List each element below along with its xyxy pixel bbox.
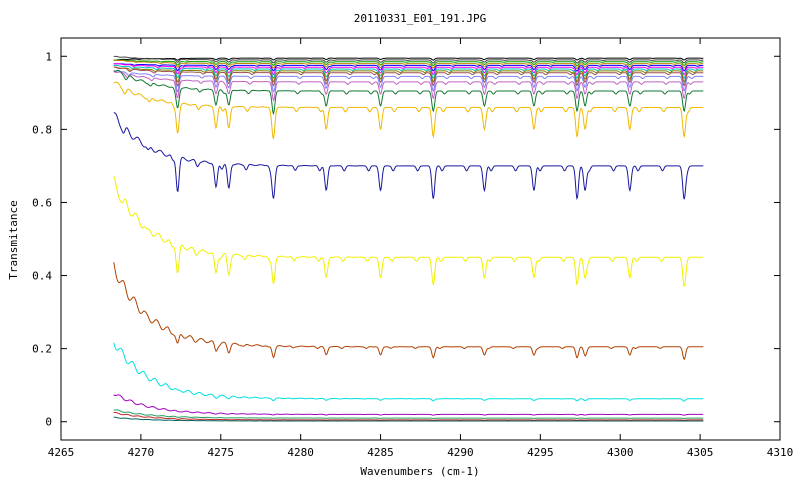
series-line bbox=[113, 416, 704, 422]
x-tick-label: 4300 bbox=[607, 446, 634, 459]
y-tick-label: 0.4 bbox=[32, 270, 52, 283]
series-line bbox=[113, 394, 704, 416]
series-line bbox=[113, 63, 704, 76]
series-line bbox=[113, 342, 704, 402]
x-tick-label: 4305 bbox=[687, 446, 714, 459]
series-line bbox=[113, 64, 704, 79]
series-line bbox=[113, 70, 704, 93]
series-layer bbox=[113, 55, 704, 422]
x-tick-label: 4265 bbox=[48, 446, 75, 459]
series-line bbox=[113, 63, 704, 72]
series-line bbox=[113, 59, 704, 67]
x-tick-label: 4275 bbox=[208, 446, 235, 459]
series-line bbox=[113, 112, 704, 201]
x-tick-label: 4295 bbox=[527, 446, 554, 459]
x-tick-label: 4310 bbox=[767, 446, 794, 459]
series-line bbox=[113, 81, 704, 140]
plot-border bbox=[60, 37, 781, 441]
y-tick-label: 0.6 bbox=[32, 196, 52, 209]
y-axis-label: Transmitance bbox=[7, 200, 20, 279]
series-line bbox=[113, 69, 704, 116]
x-tick-label: 4285 bbox=[367, 446, 394, 459]
y-tick-label: 0 bbox=[45, 416, 52, 429]
series-line bbox=[113, 409, 704, 419]
series-line bbox=[113, 55, 704, 64]
series-line bbox=[113, 70, 704, 102]
series-line bbox=[113, 176, 704, 287]
y-tick-label: 0.8 bbox=[32, 123, 52, 136]
x-tick-label: 4270 bbox=[128, 446, 155, 459]
chart-title: 20110331_E01_191.JPG bbox=[354, 12, 486, 25]
series-line bbox=[113, 262, 704, 361]
x-axis-label: Wavenumbers (cm-1) bbox=[360, 465, 479, 478]
y-tick-label: 0.2 bbox=[32, 343, 52, 356]
series-line bbox=[113, 66, 704, 87]
series-line bbox=[113, 57, 704, 61]
series-line bbox=[113, 59, 704, 70]
y-axis-ticks: 0 0.2 0.4 0.6 0.8 1 bbox=[32, 50, 780, 429]
x-tick-label: 4290 bbox=[447, 446, 474, 459]
series-line bbox=[113, 66, 704, 83]
series-line bbox=[113, 411, 704, 421]
x-axis-ticks: 4265 4270 4275 4280 4285 4290 4295 4300 4305 4310 bbox=[48, 38, 794, 459]
y-tick-label: 1 bbox=[45, 50, 52, 63]
plot-frame bbox=[60, 37, 781, 441]
x-tick-label: 4280 bbox=[287, 446, 314, 459]
